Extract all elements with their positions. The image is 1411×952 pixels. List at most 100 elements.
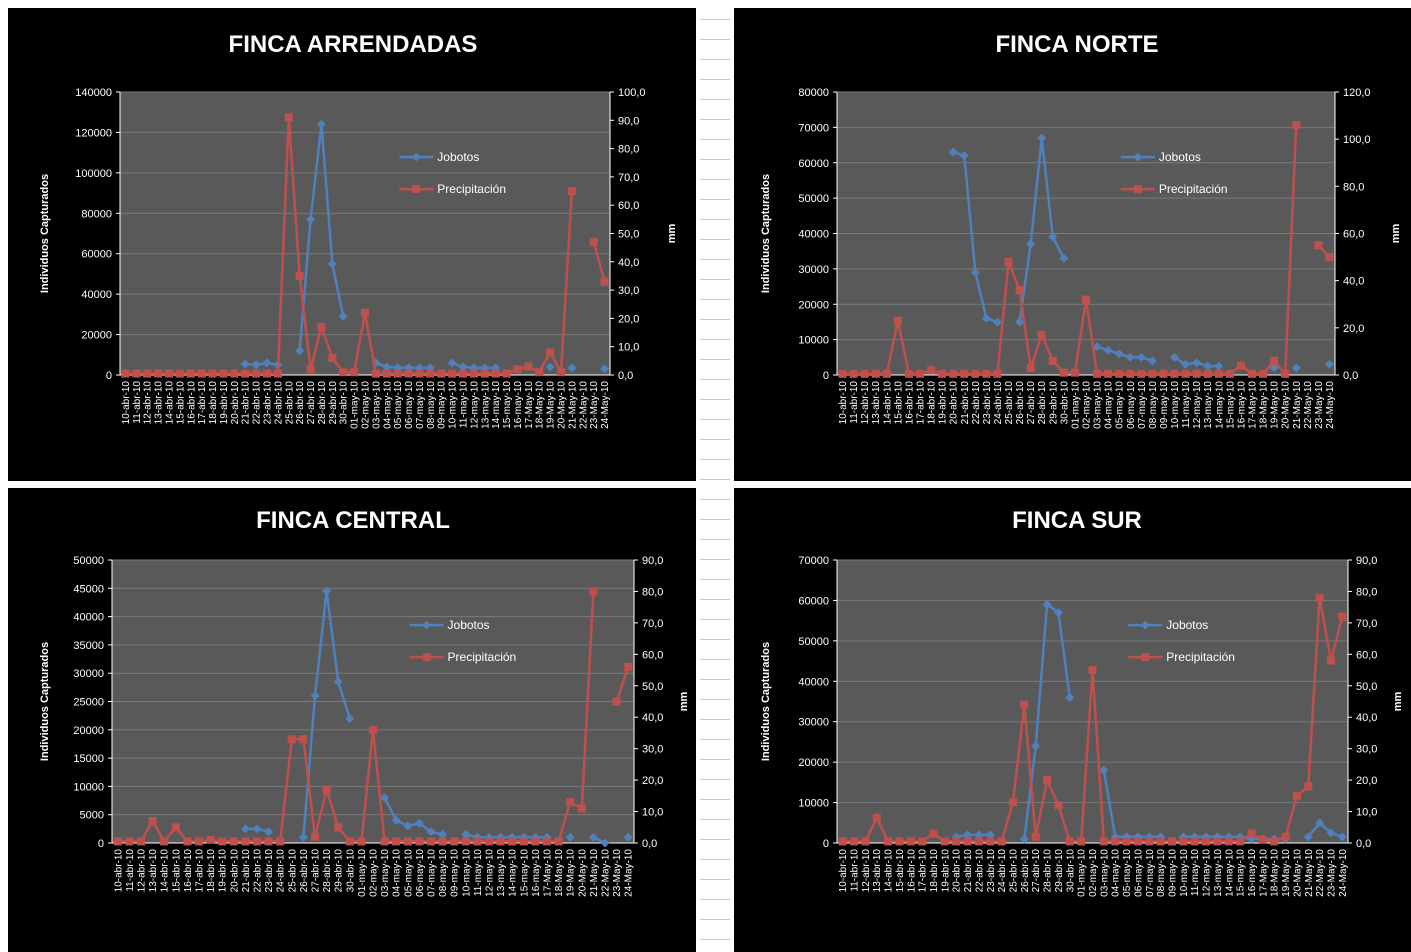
- data-point: [970, 267, 980, 277]
- x-tick-label: 17-May-10: [543, 849, 554, 897]
- data-point: [345, 713, 355, 723]
- x-tick-label: 03-may-10: [380, 849, 391, 897]
- data-point: [1214, 361, 1224, 371]
- data-point: [1337, 832, 1347, 842]
- data-point: [1015, 286, 1024, 295]
- data-point: [938, 369, 947, 378]
- x-tick-label: 23-May-10: [589, 381, 600, 429]
- data-point: [241, 369, 250, 378]
- data-point: [264, 837, 273, 846]
- data-point: [1281, 369, 1290, 378]
- x-tick-label: 22-May-10: [578, 381, 589, 429]
- x-tick-label: 09-may-10: [450, 849, 461, 897]
- data-point: [974, 837, 983, 846]
- y-tick-label: 50000: [73, 555, 104, 567]
- y-tick-label: 0: [823, 838, 829, 850]
- data-point: [195, 837, 203, 846]
- x-tick-label: 21-abr-10: [241, 381, 252, 425]
- x-tick-label: 24-abr-10: [997, 849, 1008, 893]
- x-tick-label: 06-may-10: [1133, 849, 1144, 897]
- data-point: [154, 369, 163, 378]
- data-point: [1015, 317, 1025, 327]
- x-tick-label: 01-may-10: [1077, 849, 1088, 897]
- data-point: [125, 837, 134, 846]
- data-point: [338, 311, 348, 321]
- data-point: [206, 835, 215, 844]
- data-point: [600, 838, 610, 848]
- x-tick-label: 30-abr-10: [345, 849, 356, 893]
- data-point: [904, 369, 913, 378]
- data-point: [426, 369, 435, 378]
- data-point: [382, 362, 392, 372]
- y-tick-label: 20000: [81, 330, 112, 342]
- chart-title: FINCA ARRENDADAS: [229, 31, 478, 58]
- data-point: [264, 827, 274, 837]
- x-tick-label: 05-may-10: [1115, 381, 1126, 429]
- data-point: [893, 316, 902, 325]
- x-tick-label: 13-abr-10: [871, 381, 882, 425]
- x-tick-label: 26-abr-10: [1015, 381, 1026, 425]
- x-tick-label: 29-abr-10: [1048, 381, 1059, 425]
- x-tick-label: 21-abr-10: [960, 381, 971, 425]
- y2-tick-label: 70,0: [618, 172, 639, 184]
- x-tick-label: 13-may-10: [480, 381, 491, 429]
- data-point: [1115, 369, 1124, 378]
- data-point: [311, 832, 319, 841]
- data-point: [186, 369, 195, 378]
- y2-tick-label: 80,0: [1343, 181, 1364, 193]
- data-point: [1270, 356, 1279, 365]
- x-tick-label: 28-abr-10: [1037, 381, 1048, 425]
- x-tick-label: 14-may-10: [1224, 849, 1235, 897]
- data-point: [1270, 837, 1279, 846]
- legend-marker: [1141, 653, 1150, 662]
- x-tick-label: 16-abr-10: [904, 381, 915, 425]
- x-tick-label: 19-abr-10: [219, 381, 230, 425]
- x-tick-label: 15-may-10: [1236, 849, 1247, 897]
- x-tick-label: 22-May-10: [1315, 849, 1326, 897]
- data-point: [295, 346, 305, 356]
- data-point: [963, 830, 973, 840]
- x-tick-label: 19-abr-10: [938, 381, 949, 425]
- y-tick-label: 50000: [798, 636, 829, 648]
- data-point: [415, 369, 424, 378]
- x-tick-label: 23-May-10: [1314, 381, 1325, 429]
- data-point: [1126, 369, 1135, 378]
- data-point: [403, 837, 412, 846]
- x-tick-label: 25-abr-10: [287, 849, 298, 893]
- data-point: [1291, 363, 1301, 373]
- data-point: [327, 259, 337, 269]
- data-point: [496, 837, 505, 846]
- x-tick-label: 10-abr-10: [113, 849, 124, 893]
- data-point: [508, 837, 517, 846]
- x-tick-label: 26-abr-10: [1020, 849, 1031, 893]
- x-tick-label: 30-abr-10: [1065, 849, 1076, 893]
- data-point: [1059, 253, 1069, 263]
- y-tick-label: 30000: [73, 668, 104, 680]
- data-point: [531, 837, 540, 846]
- data-point: [252, 369, 261, 378]
- x-tick-label: 24-abr-10: [276, 849, 287, 893]
- data-point: [838, 369, 847, 378]
- x-tick-label: 12-may-10: [469, 381, 480, 429]
- y2-tick-label: 50,0: [1356, 681, 1377, 693]
- data-point: [426, 827, 436, 837]
- series-line: [1307, 820, 1343, 839]
- data-point: [230, 369, 239, 378]
- x-tick-label: 02-may-10: [361, 381, 372, 429]
- x-tick-label: 12-abr-10: [860, 381, 871, 425]
- data-point: [1065, 837, 1074, 846]
- data-point: [565, 832, 575, 842]
- plot-area: [120, 92, 610, 375]
- data-point: [404, 369, 413, 378]
- y2-tick-label: 10,0: [642, 807, 663, 819]
- y2-tick-label: 100,0: [1343, 134, 1371, 146]
- x-tick-label: 06-may-10: [404, 381, 415, 429]
- x-tick-label: 13-may-10: [1213, 849, 1224, 897]
- x-tick-label: 20-May-10: [1292, 849, 1303, 897]
- data-point: [949, 369, 958, 378]
- data-point: [963, 837, 972, 846]
- data-point: [485, 837, 493, 846]
- data-point: [361, 308, 369, 317]
- x-tick-label: 27-abr-10: [1031, 849, 1042, 893]
- y-tick-label: 20000: [798, 757, 829, 769]
